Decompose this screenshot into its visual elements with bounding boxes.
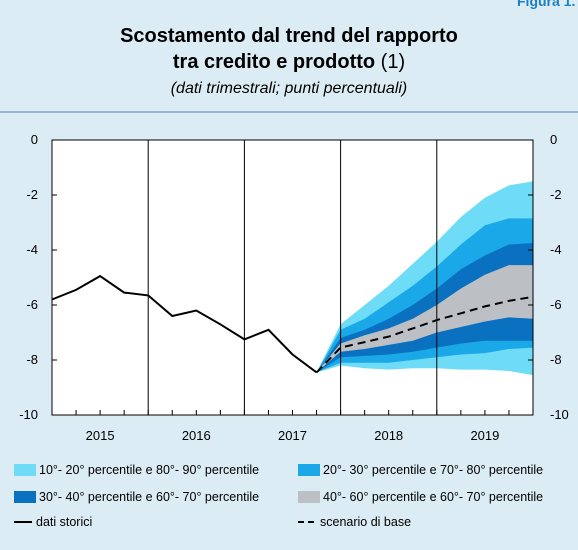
legend-label: 20°- 30° percentile e 70°- 80° percentil…: [323, 463, 543, 477]
y-tick-label: -2: [26, 187, 38, 202]
y-tick-label: -6: [26, 297, 38, 312]
legend-label: 10°- 20° percentile e 80°- 90° percentil…: [39, 463, 259, 477]
title-note: (1): [381, 51, 405, 73]
chart-title: Scostamento dal trend del rapporto: [120, 25, 458, 47]
x-tick-label: 2018: [374, 428, 403, 443]
x-tick-label: 2016: [182, 428, 211, 443]
legend-swatch: [298, 464, 320, 476]
legend-label: scenario di base: [320, 515, 411, 529]
y2-tick-label: -4: [550, 242, 562, 257]
y2-tick-label: 0: [550, 132, 557, 147]
line-series: [315, 295, 534, 374]
line-series: [51, 274, 318, 374]
plot-frame: [51, 139, 534, 416]
fan-band: [316, 265, 533, 373]
y-tick-label: -10: [19, 407, 38, 422]
y2-tick-label: -2: [550, 187, 562, 202]
y2-tick-label: -8: [550, 352, 562, 367]
x-tick-label: 2015: [86, 428, 115, 443]
figure-label: Figura 1.: [517, 0, 575, 9]
y2-tick-label: -6: [550, 297, 562, 312]
chart-title: tra credito e prodotto: [173, 51, 375, 73]
legend-label: dati storici: [36, 515, 92, 529]
legend-swatch: [298, 491, 320, 503]
y-tick-label: -4: [26, 242, 38, 257]
x-tick-label: 2019: [470, 428, 499, 443]
y-tick-label: -8: [26, 352, 38, 367]
chart-title-line: tra credito e prodotto (1): [173, 51, 405, 73]
x-tick-label: 2017: [278, 428, 307, 443]
y-tick-label: 0: [31, 132, 38, 147]
chart-subtitle: (dati trimestrali; punti percentuali): [171, 80, 408, 97]
legend-swatch: [14, 491, 36, 503]
legend-label: 40°- 60° percentile e 60°- 70° percentil…: [323, 490, 543, 504]
legend-swatch: [14, 464, 36, 476]
legend-label: 30°- 40° percentile e 60°- 70° percentil…: [39, 490, 259, 504]
y2-tick-label: -10: [550, 407, 569, 422]
